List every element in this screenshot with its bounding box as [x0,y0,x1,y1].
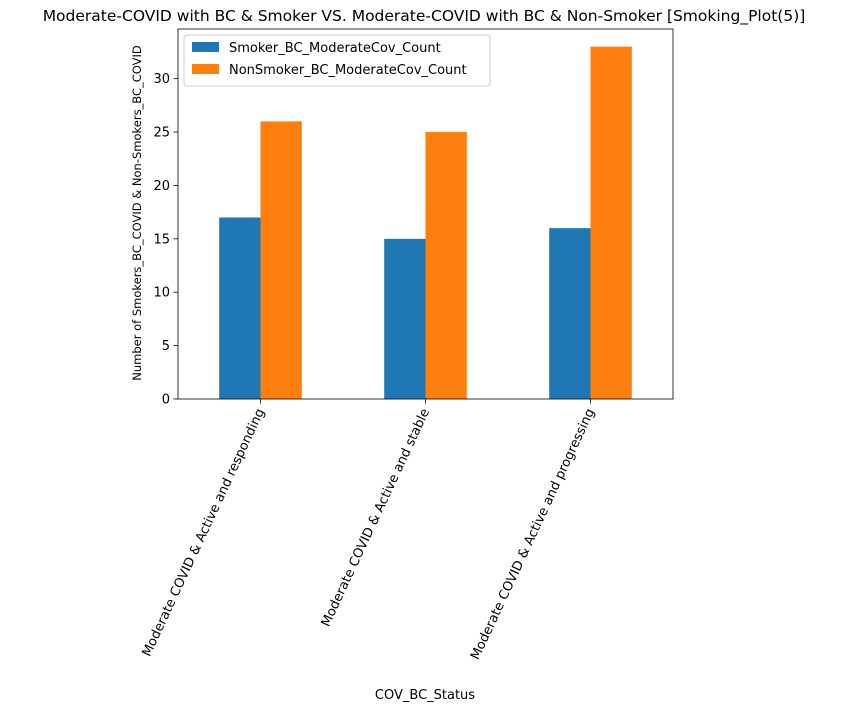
y-tick-label: 20 [153,179,170,194]
bar [219,217,261,399]
legend-box [183,34,491,87]
legend-swatch [192,42,219,52]
bar [260,121,302,400]
x-tick-label: Moderate COVID & Active and stable [319,406,434,629]
legend-label: NonSmoker_BC_ModerateCov_Count [229,63,467,78]
y-tick-label: 5 [162,339,170,354]
y-axis-label: Number of Smokers_BC_COVID & Non-Smokers… [130,45,144,381]
bar [384,238,426,399]
legend-swatch [192,64,219,74]
bar [425,132,467,399]
bar [549,228,591,399]
chart-title: Moderate-COVID with BC & Smoker VS. Mode… [43,7,806,26]
y-tick-label: 15 [153,232,170,247]
y-tick-label: 10 [153,286,170,301]
x-tick-label: Moderate COVID & Active and responding [140,406,268,659]
legend: Smoker_BC_ModerateCov_Count NonSmoker_BC_… [183,34,491,87]
y-tick-label: 30 [153,72,170,87]
x-tick-label: Moderate COVID & Active and progressing [468,406,598,662]
y-tick-label: 0 [162,393,170,408]
x-axis-label: COV_BC_Status [375,688,475,703]
plot-area: 0 5 10 15 20 25 30 Moderate COVID & Active and … [140,28,674,662]
legend-label: Smoker_BC_ModerateCov_Count [229,41,441,56]
y-tick-label: 25 [153,126,170,141]
bar [590,46,632,399]
